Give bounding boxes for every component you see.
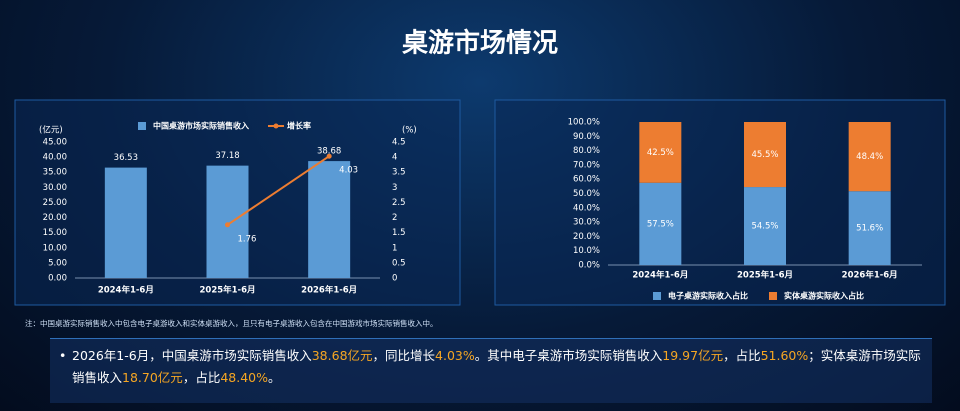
x-tick-label: 2026年1-6月 <box>842 270 898 281</box>
highlight-text: 19.97亿元 <box>662 348 724 363</box>
highlight-text: 4.03% <box>435 348 475 363</box>
bar-value-label: 45.5% <box>751 150 778 160</box>
bar-value-label: 42.5% <box>647 148 674 158</box>
y2-axis-label: (%) <box>402 126 417 136</box>
y-tick-label: 50.0% <box>573 189 600 199</box>
summary-text: ；实体桌游市场实际销售收入 <box>72 348 921 385</box>
bar-value-label: 54.5% <box>751 222 778 232</box>
summary-text: ，占比 <box>723 348 761 363</box>
legend-swatch <box>273 123 279 129</box>
bar <box>308 161 351 278</box>
legend-label: 电子桌游实际收入占比 <box>668 291 748 301</box>
page-title: 桌游市场情况 <box>402 28 558 59</box>
y-tick-label: 25.00 <box>43 198 67 208</box>
line <box>226 155 330 226</box>
y2-tick-label: 2.5 <box>392 198 406 208</box>
y2-tick-label: 0 <box>392 274 397 284</box>
y-tick-label: 15.00 <box>43 228 67 238</box>
summary-text: ，同比增长 <box>372 348 436 363</box>
summary-text: 2026年1-6月，中国桌游市场实际销售收入 <box>72 348 312 363</box>
y-tick-label: 70.0% <box>573 160 600 170</box>
line-point <box>326 153 332 159</box>
legend-swatch <box>769 292 777 300</box>
y2-tick-label: 4.5 <box>392 138 406 148</box>
y-tick-label: 45.00 <box>43 138 67 148</box>
legend-label: 实体桌游实际收入占比 <box>784 291 864 301</box>
highlight-text: 51.60% <box>760 348 809 363</box>
note: 注：中国桌游实际销售收入中包含电子桌游收入和实体桌游收入，且只有电子桌游收入包含… <box>25 318 438 328</box>
y2-tick-label: 2 <box>392 213 397 223</box>
x-tick-label: 2025年1-6月 <box>199 285 255 296</box>
y-tick-label: 10.00 <box>43 243 67 253</box>
highlight-text: 48.40% <box>220 370 268 385</box>
bar <box>744 187 786 265</box>
bar <box>206 165 249 278</box>
y-axis-label: (亿元) <box>39 125 63 136</box>
legend-swatch <box>138 122 146 130</box>
highlight-text: 38.68亿元 <box>311 348 373 363</box>
line-point <box>225 222 230 228</box>
y-tick-label: 20.0% <box>573 232 600 242</box>
y2-tick-label: 0.5 <box>392 258 406 268</box>
bar <box>639 122 682 183</box>
y-tick-label: 100.0% <box>568 118 600 128</box>
y2-tick-label: 4 <box>392 153 397 163</box>
bar-value-label: 57.5% <box>647 219 674 229</box>
x-tick-label: 2026年1-6月 <box>301 285 357 296</box>
y2-tick-label: 1.5 <box>392 228 406 238</box>
y2-tick-label: 3 <box>392 183 397 193</box>
y2-tick-label: 3.5 <box>392 168 406 178</box>
summary-text: 。 <box>268 370 281 385</box>
bar <box>744 122 786 188</box>
x-tick-label: 2024年1-6月 <box>98 285 154 296</box>
x-tick-label: 2024年1-6月 <box>632 270 688 281</box>
bar <box>639 182 682 265</box>
summary: 2026年1-6月，中国桌游市场实际销售收入38.68亿元，同比增长4.03%。… <box>50 338 932 403</box>
legend-swatch <box>653 292 661 300</box>
legend-label: 增长率 <box>287 121 311 131</box>
line-value-label: 1.76 <box>238 234 257 244</box>
y-tick-label: 40.00 <box>43 153 67 163</box>
bar-value-label: 36.53 <box>114 153 138 163</box>
y-tick-label: 20.00 <box>43 213 67 223</box>
bar <box>848 191 891 265</box>
y-tick-label: 10.0% <box>573 246 600 256</box>
highlight-text: 18.70亿元 <box>122 370 183 385</box>
y-tick-label: 90.0% <box>573 132 600 142</box>
y-tick-label: 0.00 <box>48 274 67 284</box>
summary-text: 。其中电子桌游市场实际销售收入 <box>474 348 663 363</box>
bar-value-label: 37.18 <box>215 151 239 161</box>
bar-value-label: 51.6% <box>856 224 883 234</box>
x-tick-label: 2025年1-6月 <box>737 270 793 281</box>
y-tick-label: 60.0% <box>573 175 600 185</box>
summary-text: ，占比 <box>182 370 221 385</box>
y-tick-label: 5.00 <box>48 258 67 268</box>
y-tick-label: 30.0% <box>573 218 600 228</box>
y-tick-label: 40.0% <box>573 203 600 213</box>
y-tick-label: 80.0% <box>573 146 600 156</box>
bar-value-label: 48.4% <box>856 152 883 162</box>
y-tick-label: 30.00 <box>43 183 67 193</box>
bar-value-label: 38.68 <box>317 147 341 157</box>
y2-tick-label: 1 <box>392 243 397 253</box>
bar <box>848 122 891 192</box>
y-tick-label: 35.00 <box>43 168 67 178</box>
legend-label: 中国桌游市场实际销售收入 <box>153 121 249 131</box>
bar <box>104 167 147 278</box>
y-tick-label: 0.0% <box>578 261 600 271</box>
line-value-label: 4.03 <box>339 166 358 176</box>
